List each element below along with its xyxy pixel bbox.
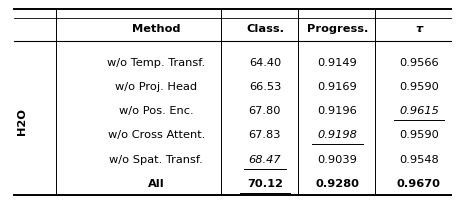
Text: Method: Method <box>132 24 181 34</box>
Text: w/o Temp. Transf.: w/o Temp. Transf. <box>107 58 205 68</box>
Text: H2O: H2O <box>17 108 27 135</box>
Text: w/o Spat. Transf.: w/o Spat. Transf. <box>109 155 203 165</box>
Text: 0.9196: 0.9196 <box>317 106 357 116</box>
Text: 0.9039: 0.9039 <box>317 155 357 165</box>
Text: 64.40: 64.40 <box>249 58 281 68</box>
Text: τ: τ <box>415 24 423 34</box>
Text: 70.12: 70.12 <box>247 179 283 189</box>
Text: Class.: Class. <box>246 24 284 34</box>
Text: 0.9590: 0.9590 <box>399 82 439 92</box>
Text: w/o Pos. Enc.: w/o Pos. Enc. <box>119 106 194 116</box>
Text: w/o Proj. Head: w/o Proj. Head <box>115 82 197 92</box>
Text: All: All <box>148 179 164 189</box>
Text: 67.80: 67.80 <box>249 106 281 116</box>
Text: 0.9590: 0.9590 <box>399 130 439 140</box>
Text: w/o Cross Attent.: w/o Cross Attent. <box>108 130 205 140</box>
Text: 0.9670: 0.9670 <box>397 179 441 189</box>
Text: 0.9198: 0.9198 <box>317 130 357 140</box>
Text: Progress.: Progress. <box>307 24 368 34</box>
Text: 0.9566: 0.9566 <box>399 58 439 68</box>
Text: 66.53: 66.53 <box>249 82 281 92</box>
Text: 0.9169: 0.9169 <box>317 82 357 92</box>
Text: 0.9149: 0.9149 <box>317 58 357 68</box>
Text: 68.47: 68.47 <box>249 155 281 165</box>
Text: 0.9280: 0.9280 <box>316 179 359 189</box>
Text: 0.9615: 0.9615 <box>399 106 439 116</box>
Text: 67.83: 67.83 <box>249 130 281 140</box>
Text: 0.9548: 0.9548 <box>399 155 439 165</box>
